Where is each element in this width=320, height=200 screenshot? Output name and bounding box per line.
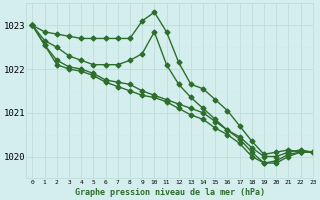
X-axis label: Graphe pression niveau de la mer (hPa): Graphe pression niveau de la mer (hPa) [75, 188, 265, 197]
